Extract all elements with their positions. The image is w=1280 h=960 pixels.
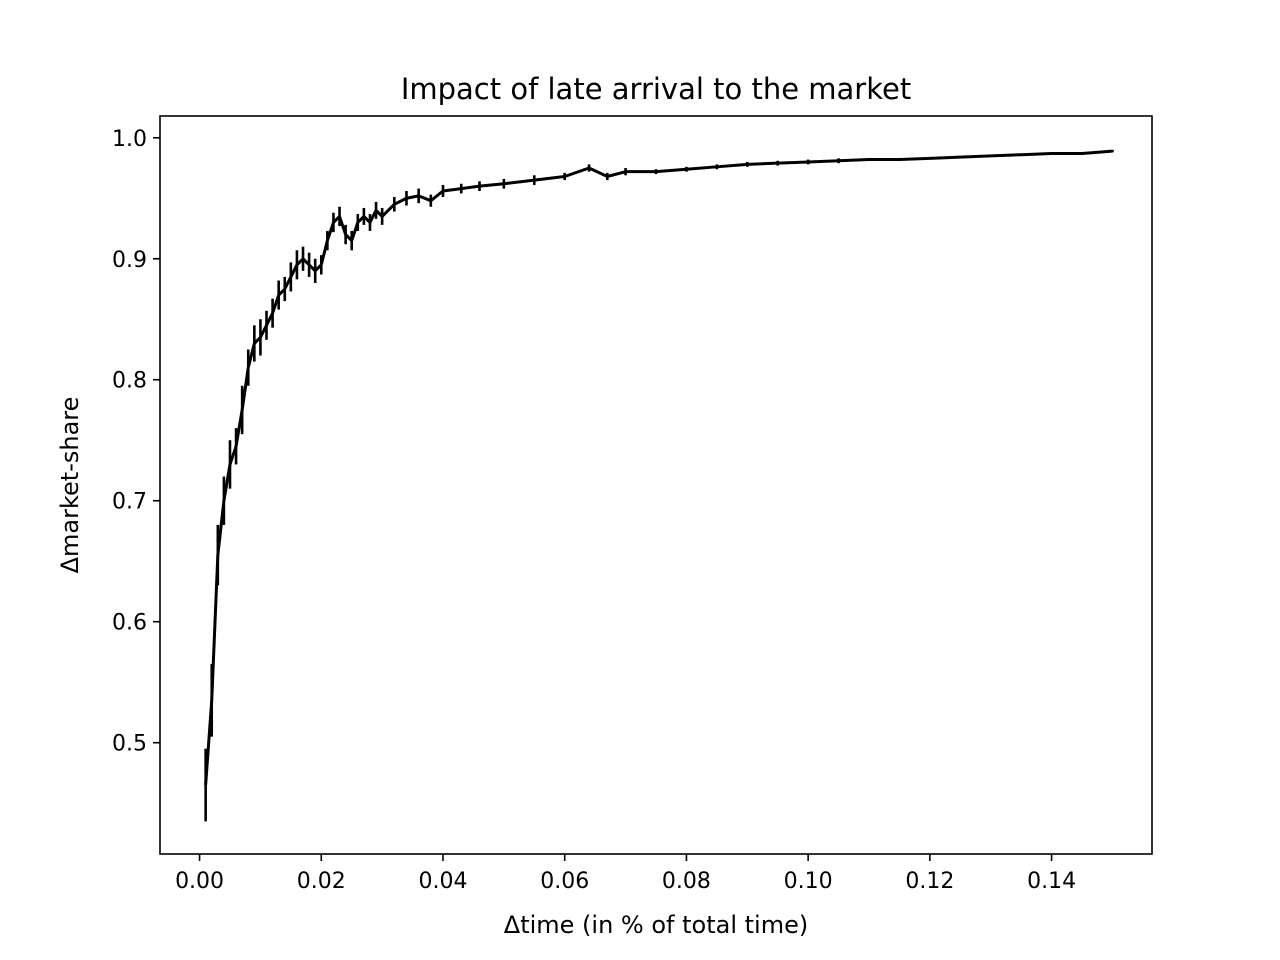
y-tick-label: 0.5 [112, 732, 147, 757]
x-tick-label: 0.06 [540, 869, 589, 894]
x-tick-label: 0.14 [1027, 869, 1076, 894]
chart-title: Impact of late arrival to the market [401, 72, 911, 106]
y-tick-label: 0.6 [112, 611, 147, 636]
x-tick-label: 0.02 [297, 869, 346, 894]
y-axis-label: Δmarket-share [56, 397, 84, 574]
y-axis: 0.5 0.6 0.7 0.8 0.9 1.0 [112, 127, 160, 757]
x-axis: 0.00 0.02 0.04 0.06 0.08 0.10 0.12 0.14 [175, 854, 1076, 894]
plot-frame [159, 115, 1153, 855]
y-tick-label: 0.8 [112, 369, 147, 394]
x-tick-label: 0.00 [175, 869, 224, 894]
x-tick-label: 0.10 [784, 869, 833, 894]
x-tick-label: 0.04 [419, 869, 468, 894]
series-line [204, 149, 1113, 786]
series-marks [204, 149, 1114, 822]
x-tick-label: 0.08 [662, 869, 711, 894]
y-tick-label: 1.0 [112, 127, 147, 152]
x-axis-label: Δtime (in % of total time) [504, 911, 808, 939]
y-tick-label: 0.9 [112, 248, 147, 273]
x-tick-label: 0.12 [905, 869, 954, 894]
y-tick-label: 0.7 [112, 490, 147, 515]
